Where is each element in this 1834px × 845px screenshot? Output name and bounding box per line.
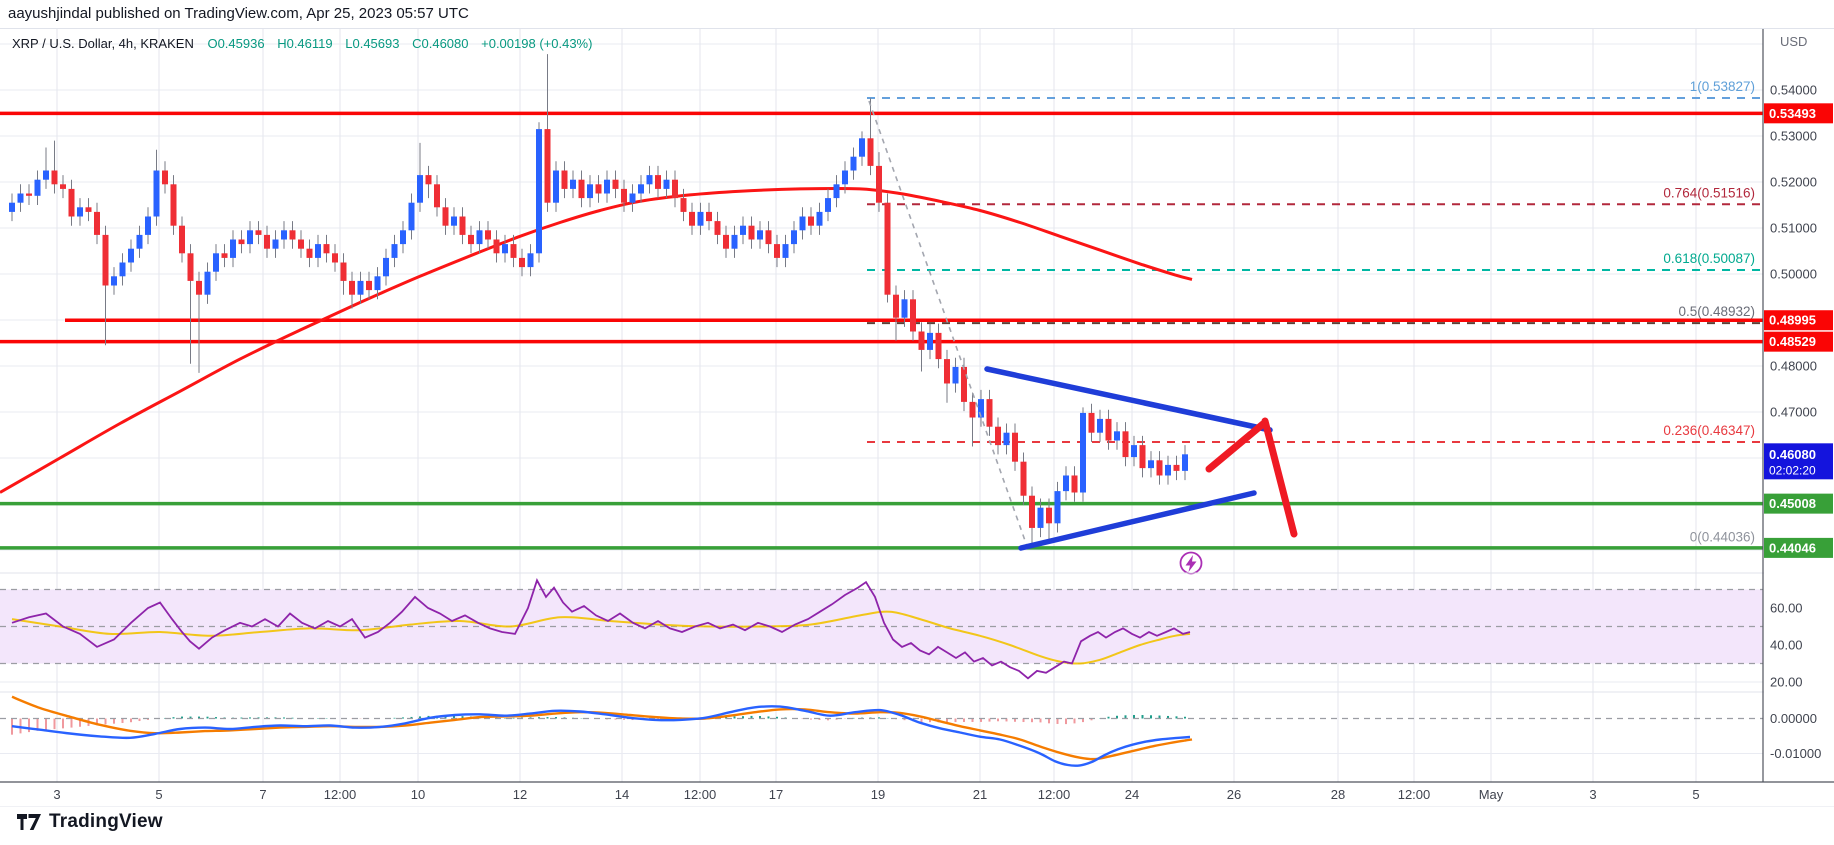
svg-text:12:00: 12:00: [1038, 787, 1071, 802]
svg-text:0.236(0.46347): 0.236(0.46347): [1663, 423, 1755, 438]
svg-text:0.764(0.51516): 0.764(0.51516): [1663, 185, 1755, 200]
tradingview-logo[interactable]: TradingView: [16, 810, 163, 834]
svg-text:12: 12: [513, 787, 527, 802]
close-value: C0.46080: [412, 36, 469, 51]
rsi-band: [0, 588, 1763, 665]
svg-text:40.00: 40.00: [1770, 638, 1803, 653]
svg-text:0.48995: 0.48995: [1769, 313, 1816, 328]
symbol-title: XRP / U.S. Dollar, 4h, KRAKEN: [12, 36, 194, 51]
svg-text:26: 26: [1227, 787, 1241, 802]
svg-text:02:02:20: 02:02:20: [1769, 463, 1816, 477]
svg-text:0.46080: 0.46080: [1769, 447, 1816, 462]
price-axis[interactable]: USD 0.54000 0.53000 0.52000 0.51000 0.50000 0.…: [1762, 29, 1834, 782]
svg-text:0.00000: 0.00000: [1770, 711, 1817, 726]
svg-text:0.47000: 0.47000: [1770, 405, 1817, 420]
panel-separators: [0, 572, 1834, 693]
svg-text:5: 5: [1692, 787, 1699, 802]
svg-text:May: May: [1479, 787, 1504, 802]
fib-guide-dash-line: [868, 100, 1029, 550]
svg-text:21: 21: [973, 787, 987, 802]
svg-text:0(0.44036): 0(0.44036): [1690, 529, 1755, 544]
published-line: aayushjindal published on TradingView.co…: [8, 5, 469, 22]
svg-text:28: 28: [1331, 787, 1345, 802]
svg-text:17: 17: [769, 787, 783, 802]
svg-text:10: 10: [411, 787, 425, 802]
svg-text:0.53000: 0.53000: [1770, 129, 1817, 144]
fib-retracement[interactable]: 1(0.53827) 0.764(0.51516) 0.618(0.50087) 0.…: [867, 79, 1763, 550]
svg-text:12:00: 12:00: [684, 787, 717, 802]
candlesticks: [9, 54, 1188, 549]
svg-text:19: 19: [871, 787, 885, 802]
change-value: +0.00198 (+0.43%): [481, 36, 593, 51]
svg-text:0.45008: 0.45008: [1769, 496, 1816, 511]
svg-text:20.00: 20.00: [1770, 675, 1803, 690]
symbol-info-line: XRP / U.S. Dollar, 4h, KRAKEN O0.45936 H…: [12, 36, 601, 51]
tradingview-logo-icon: [17, 814, 41, 830]
projection-arrow: [1205, 417, 1298, 538]
svg-text:1(0.53827): 1(0.53827): [1690, 79, 1755, 94]
svg-text:5: 5: [155, 787, 162, 802]
chart-container[interactable]: 1(0.53827) 0.764(0.51516) 0.618(0.50087) 0.…: [0, 28, 1834, 807]
svg-text:0.44046: 0.44046: [1769, 540, 1816, 555]
svg-text:12:00: 12:00: [324, 787, 357, 802]
gridlines: [0, 29, 1763, 782]
support-resistance-lines[interactable]: [0, 111, 1763, 550]
svg-text:14: 14: [615, 787, 629, 802]
moving-average-line: [0, 186, 1193, 494]
triangle-trendlines[interactable]: [984, 366, 1273, 551]
svg-text:3: 3: [1589, 787, 1596, 802]
svg-text:7: 7: [259, 787, 266, 802]
svg-text:0.53493: 0.53493: [1769, 106, 1816, 121]
time-axis[interactable]: 3 5 7 12:00 10 12 14 12:00 17 19 21 12:00 24 26 28 12:0…: [0, 781, 1834, 807]
svg-text:0.48529: 0.48529: [1769, 334, 1816, 349]
svg-text:USD: USD: [1780, 34, 1807, 49]
high-value: H0.46119: [277, 36, 333, 51]
svg-text:12:00: 12:00: [1398, 787, 1431, 802]
svg-text:0.48000: 0.48000: [1770, 359, 1817, 374]
svg-text:0.5(0.48932): 0.5(0.48932): [1678, 304, 1755, 319]
svg-text:0.50000: 0.50000: [1770, 267, 1817, 282]
rsi-indicator: [11, 578, 1191, 680]
svg-text:0.618(0.50087): 0.618(0.50087): [1663, 251, 1755, 266]
svg-text:-0.01000: -0.01000: [1770, 746, 1821, 761]
published-header: aayushjindal published on TradingView.co…: [0, 0, 1834, 28]
footer: TradingView: [16, 810, 163, 834]
svg-text:0.52000: 0.52000: [1770, 175, 1817, 190]
open-value: O0.45936: [207, 36, 265, 51]
chart-canvas[interactable]: 1(0.53827) 0.764(0.51516) 0.618(0.50087) 0.…: [0, 29, 1834, 807]
svg-text:3: 3: [53, 787, 60, 802]
svg-text:60.00: 60.00: [1770, 601, 1803, 616]
svg-text:0.54000: 0.54000: [1770, 83, 1817, 98]
lightning-bolt-icon[interactable]: [1179, 551, 1203, 575]
svg-text:0.51000: 0.51000: [1770, 221, 1817, 236]
tradingview-wordmark: TradingView: [49, 811, 163, 832]
macd-indicator: [0, 695, 1763, 767]
low-value: L0.45693: [345, 36, 400, 51]
svg-text:24: 24: [1125, 787, 1139, 802]
